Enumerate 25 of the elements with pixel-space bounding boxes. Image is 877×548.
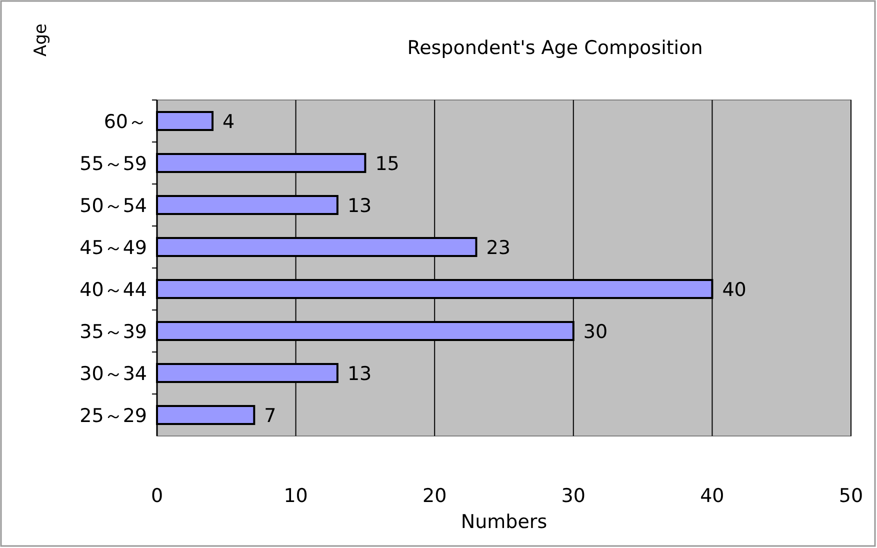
data-label: 15 (375, 153, 400, 175)
data-label: 13 (347, 195, 372, 217)
y-tick-label: 25～29 (80, 405, 147, 427)
data-label: 7 (264, 405, 276, 427)
chart-title: Respondent's Age Composition (407, 37, 703, 59)
y-tick-label: 30～34 (80, 363, 147, 385)
y-tick-label: 50～54 (80, 195, 147, 217)
y-axis-title: Age (31, 24, 51, 56)
y-tick-label: 60～ (104, 111, 147, 133)
x-axis-title: Numbers (460, 511, 548, 533)
y-tick-label: 45～49 (80, 237, 147, 259)
x-tick-label: 30 (561, 485, 586, 507)
data-label: 23 (486, 237, 510, 259)
data-label: 40 (722, 279, 746, 301)
x-tick-label: 50 (838, 485, 864, 507)
x-tick-label: 10 (284, 485, 308, 507)
y-tick-label: 55～59 (80, 153, 147, 175)
data-label: 4 (222, 111, 235, 133)
y-tick-label: 40～44 (80, 279, 147, 301)
y-tick-label: 35～39 (80, 321, 147, 343)
x-tick-label: 0 (150, 485, 164, 507)
data-label: 13 (347, 363, 372, 385)
data-label: 30 (583, 321, 608, 343)
x-tick-label: 20 (422, 485, 447, 507)
x-tick-label: 40 (700, 485, 724, 507)
